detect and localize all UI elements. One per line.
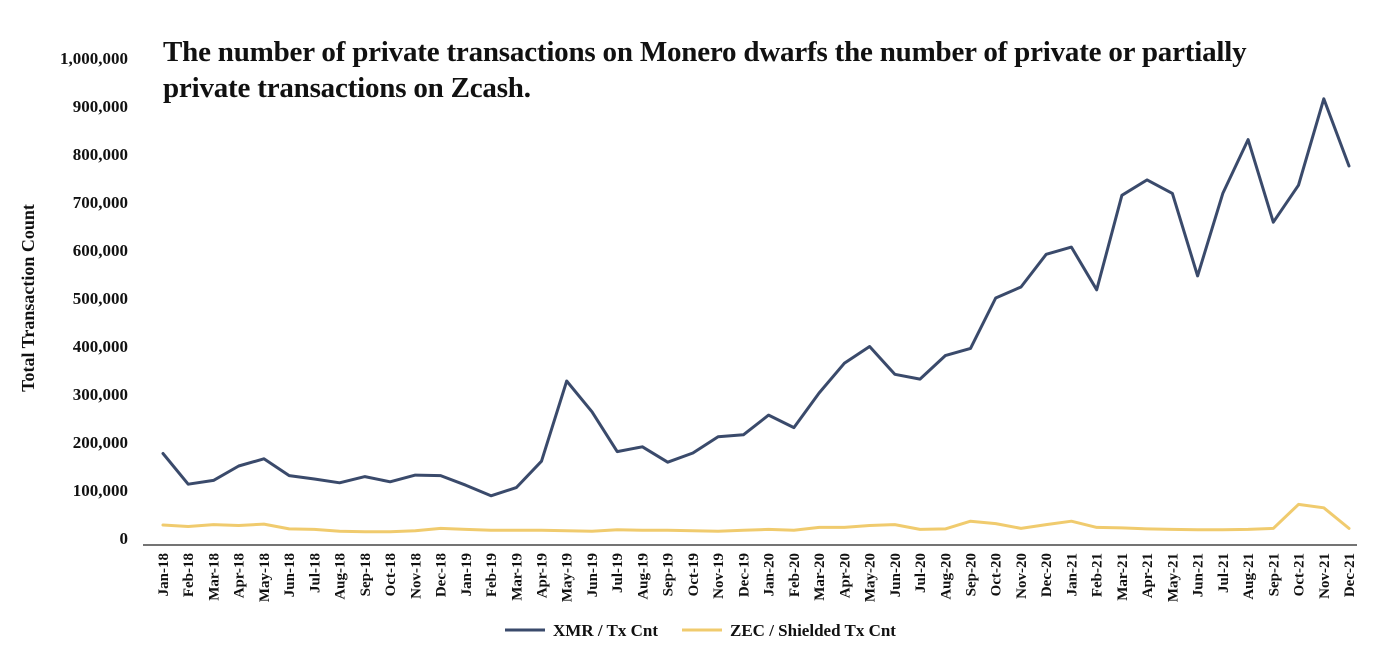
y-tick-label: 800,000 [73, 145, 128, 164]
y-tick-label: 700,000 [73, 193, 128, 212]
x-tick-label: Feb-20 [787, 553, 803, 597]
x-tick-label: May-20 [863, 553, 879, 602]
legend-label: XMR / Tx Cnt [553, 621, 658, 640]
x-tick-label: Mar-21 [1115, 553, 1131, 601]
x-tick-label: Jan-21 [1064, 553, 1080, 596]
legend: XMR / Tx Cnt ZEC / Shielded Tx Cnt [505, 621, 896, 640]
x-tick-label: Nov-20 [1014, 553, 1030, 599]
x-tick-label: Jul-19 [610, 553, 626, 593]
legend-label: ZEC / Shielded Tx Cnt [730, 621, 896, 640]
x-tick-label: Apr-21 [1140, 553, 1156, 598]
x-tick-label: Jun-20 [888, 553, 904, 597]
x-tick-label: Jul-18 [307, 553, 323, 593]
y-tick-label: 600,000 [73, 241, 128, 260]
x-tick-label: Sep-19 [661, 553, 677, 596]
y-tick-label: 100,000 [73, 481, 128, 500]
x-tick-label: Feb-21 [1090, 553, 1106, 597]
x-tick-label: Jun-21 [1191, 553, 1207, 597]
x-tick-label: Jan-18 [156, 553, 172, 596]
x-tick-label: Oct-21 [1292, 553, 1308, 596]
y-tick-label: 0 [120, 529, 129, 548]
x-tick-label: Dec-21 [1342, 553, 1358, 597]
x-tick-label: Nov-19 [711, 553, 727, 599]
x-tick-label: Apr-19 [535, 553, 551, 598]
x-tick-label: Apr-20 [837, 553, 853, 598]
x-tick-label: Sep-18 [358, 553, 374, 596]
y-axis-label: Total Transaction Count [18, 204, 38, 392]
x-tick-label: Aug-18 [333, 553, 349, 600]
y-tick-label: 1,000,000 [60, 49, 128, 68]
x-tick-label: Dec-19 [736, 553, 752, 597]
x-tick-label: Jul-20 [913, 553, 929, 593]
y-tick-label: 200,000 [73, 433, 128, 452]
chart-title: The number of private transactions on Mo… [163, 36, 1247, 104]
x-tick-label: Feb-19 [484, 553, 500, 597]
x-tick-label: Aug-21 [1241, 553, 1257, 600]
x-tick-label: Sep-21 [1266, 553, 1282, 596]
x-tick-label: Oct-19 [686, 553, 702, 596]
x-tick-label: Nov-18 [408, 553, 424, 599]
x-tick-label: Dec-18 [434, 553, 450, 597]
x-tick-label: Mar-20 [812, 553, 828, 601]
x-tick-label: Oct-20 [989, 553, 1005, 596]
y-tick-label: 300,000 [73, 385, 128, 404]
y-tick-label: 900,000 [73, 97, 128, 116]
x-tick-label: May-19 [560, 553, 576, 602]
y-axis-ticks: 0 100,000 200,000 300,000 400,000 500,000 600,… [60, 49, 128, 548]
y-tick-label: 500,000 [73, 289, 128, 308]
series-line-xmr [161, 97, 1351, 498]
series-line-zec [161, 502, 1351, 534]
x-tick-label: Sep-20 [963, 553, 979, 596]
x-tick-label: Nov-21 [1317, 553, 1333, 599]
x-tick-label: Jan-20 [762, 553, 778, 596]
series-lines [161, 97, 1351, 534]
x-tick-label: Dec-20 [1039, 553, 1055, 597]
x-tick-label: Mar-19 [509, 553, 525, 601]
x-tick-label: Mar-18 [206, 553, 222, 601]
x-tick-label: Feb-18 [181, 553, 197, 597]
x-tick-label: Jan-19 [459, 553, 475, 596]
x-tick-label: Apr-18 [232, 553, 248, 598]
y-tick-label: 400,000 [73, 337, 128, 356]
x-tick-label: May-18 [257, 553, 273, 602]
x-tick-label: Jul-21 [1216, 553, 1232, 593]
x-tick-label: Aug-20 [938, 553, 954, 600]
x-tick-label: Jun-19 [585, 553, 601, 597]
x-tick-label: May-21 [1165, 553, 1181, 602]
x-tick-label: Jun-18 [282, 553, 298, 597]
x-axis-ticks: Jan-18 Feb-18 Mar-18 Apr-18 May-18 Jun-18 Jul-… [156, 553, 1358, 602]
x-tick-label: Oct-18 [383, 553, 399, 596]
x-tick-label: Aug-19 [635, 553, 651, 600]
